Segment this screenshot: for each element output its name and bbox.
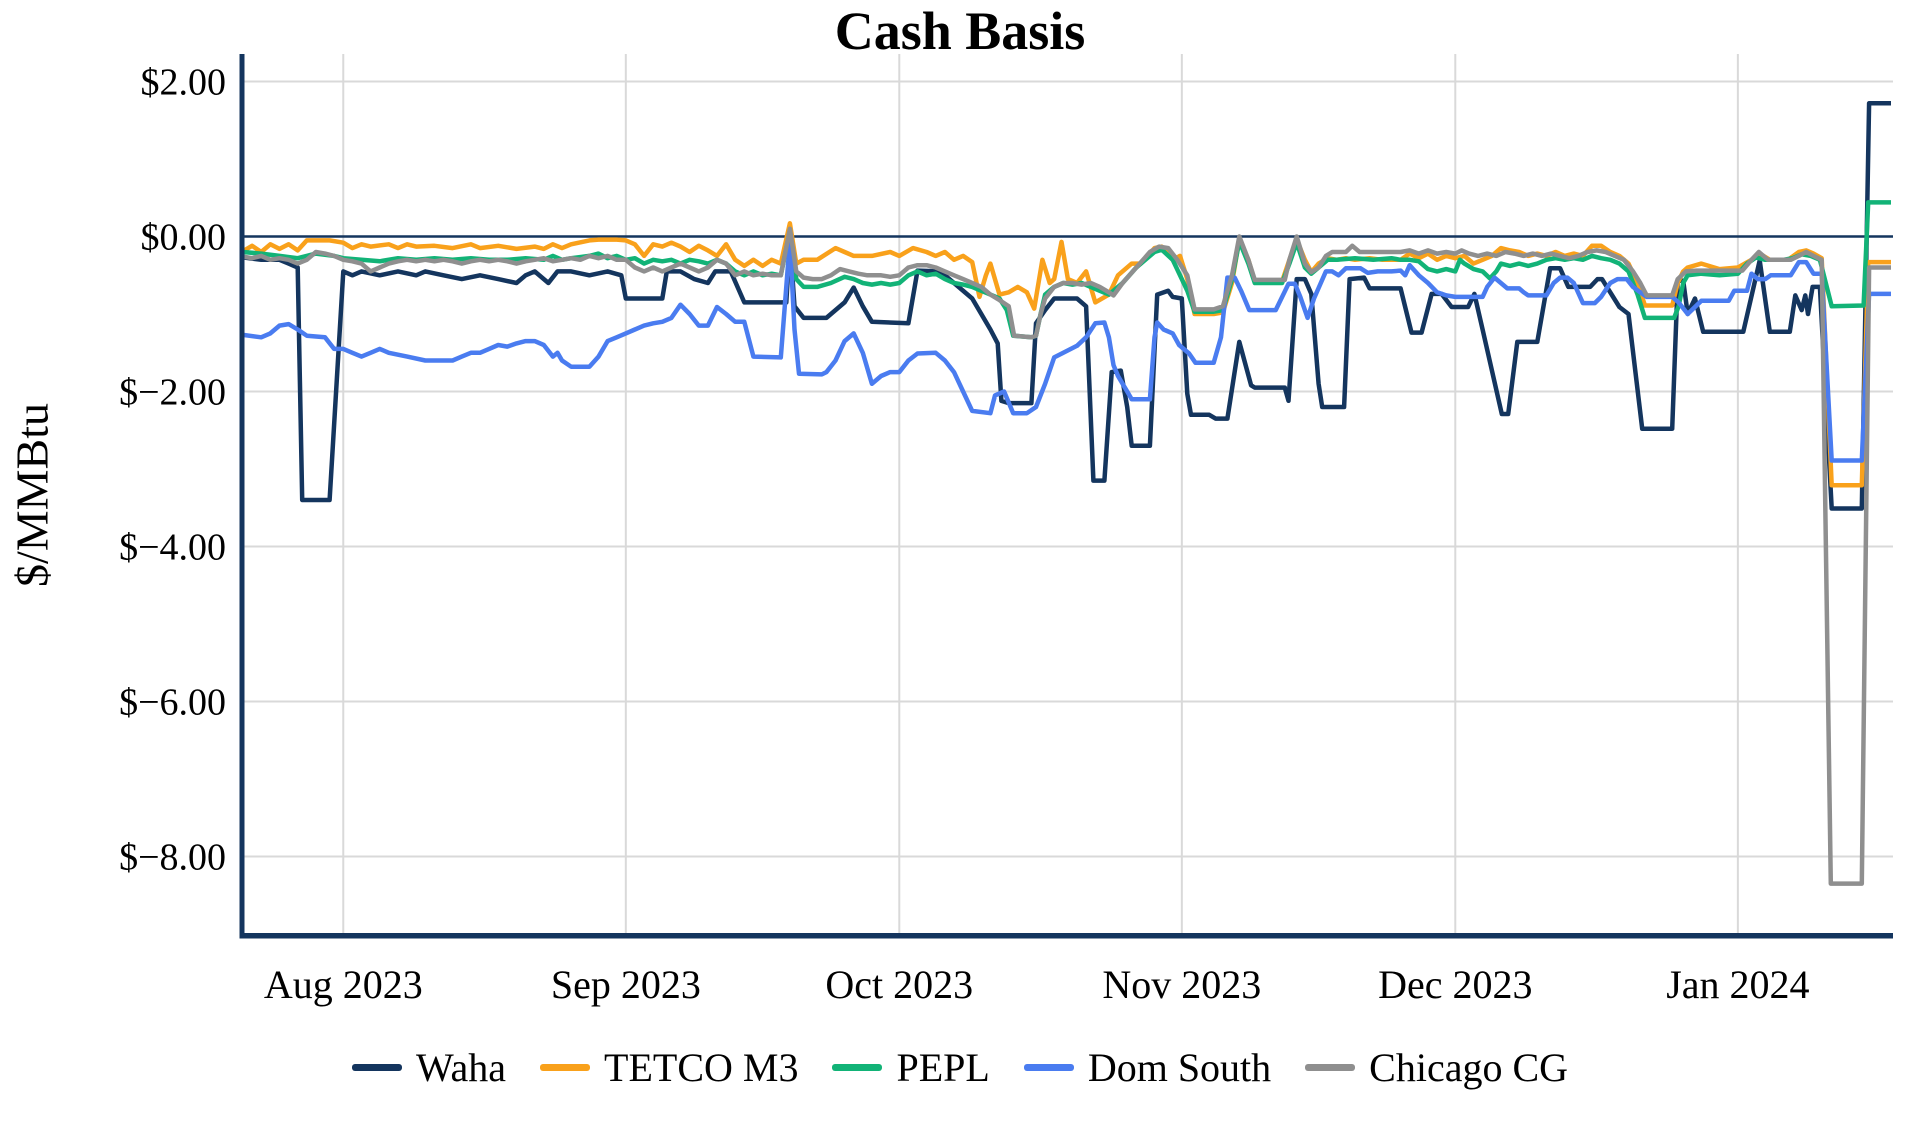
series-line-waha: [242, 100, 1891, 511]
y-tick-label: $−2.00: [119, 372, 226, 414]
legend-label: TETCO M3: [604, 1045, 799, 1090]
series-lines: [242, 100, 1891, 886]
x-tick-label: Sep 2023: [551, 962, 701, 1007]
x-tick-label: Aug 2023: [264, 962, 423, 1007]
legend: Waha TETCO M3 PEPL Dom South Chicago CG: [0, 1044, 1920, 1091]
legend-item-chicago-cg: Chicago CG: [1305, 1044, 1568, 1091]
series-line-chicago-cg: [242, 226, 1891, 886]
legend-item-dom-south: Dom South: [1023, 1044, 1272, 1091]
y-tick-label: $−8.00: [119, 837, 226, 879]
x-tick-label: Nov 2023: [1102, 962, 1261, 1007]
x-tick-label: Jan 2024: [1666, 962, 1809, 1007]
legend-swatch: [832, 1064, 883, 1071]
x-tick-label: Oct 2023: [825, 962, 973, 1007]
legend-item-waha: Waha: [351, 1044, 507, 1091]
legend-label: Waha: [415, 1045, 507, 1090]
legend-label: Chicago CG: [1369, 1045, 1569, 1090]
y-tick-label: $−4.00: [119, 527, 226, 569]
chart-title: Cash Basis: [834, 1, 1086, 61]
legend-swatch: [1023, 1064, 1074, 1071]
series-line-pepl: [242, 200, 1891, 340]
x-axis-spine: [239, 933, 1893, 939]
legend-swatch: [351, 1064, 402, 1071]
y-tick-label: $2.00: [141, 62, 227, 104]
y-axis-spine: [239, 54, 245, 938]
legend-swatch: [540, 1064, 591, 1071]
legend-item-pepl: PEPL: [832, 1044, 990, 1091]
y-tick-label: $−6.00: [119, 682, 226, 724]
legend-item-tetco-m3: TETCO M3: [540, 1044, 798, 1091]
legend-label: PEPL: [896, 1045, 990, 1090]
legend-label: Dom South: [1087, 1045, 1272, 1090]
series-line-dom-south: [242, 238, 1891, 463]
legend-swatch: [1305, 1064, 1356, 1071]
y-tick-label: $0.00: [141, 217, 227, 259]
x-tick-label: Dec 2023: [1378, 962, 1532, 1007]
